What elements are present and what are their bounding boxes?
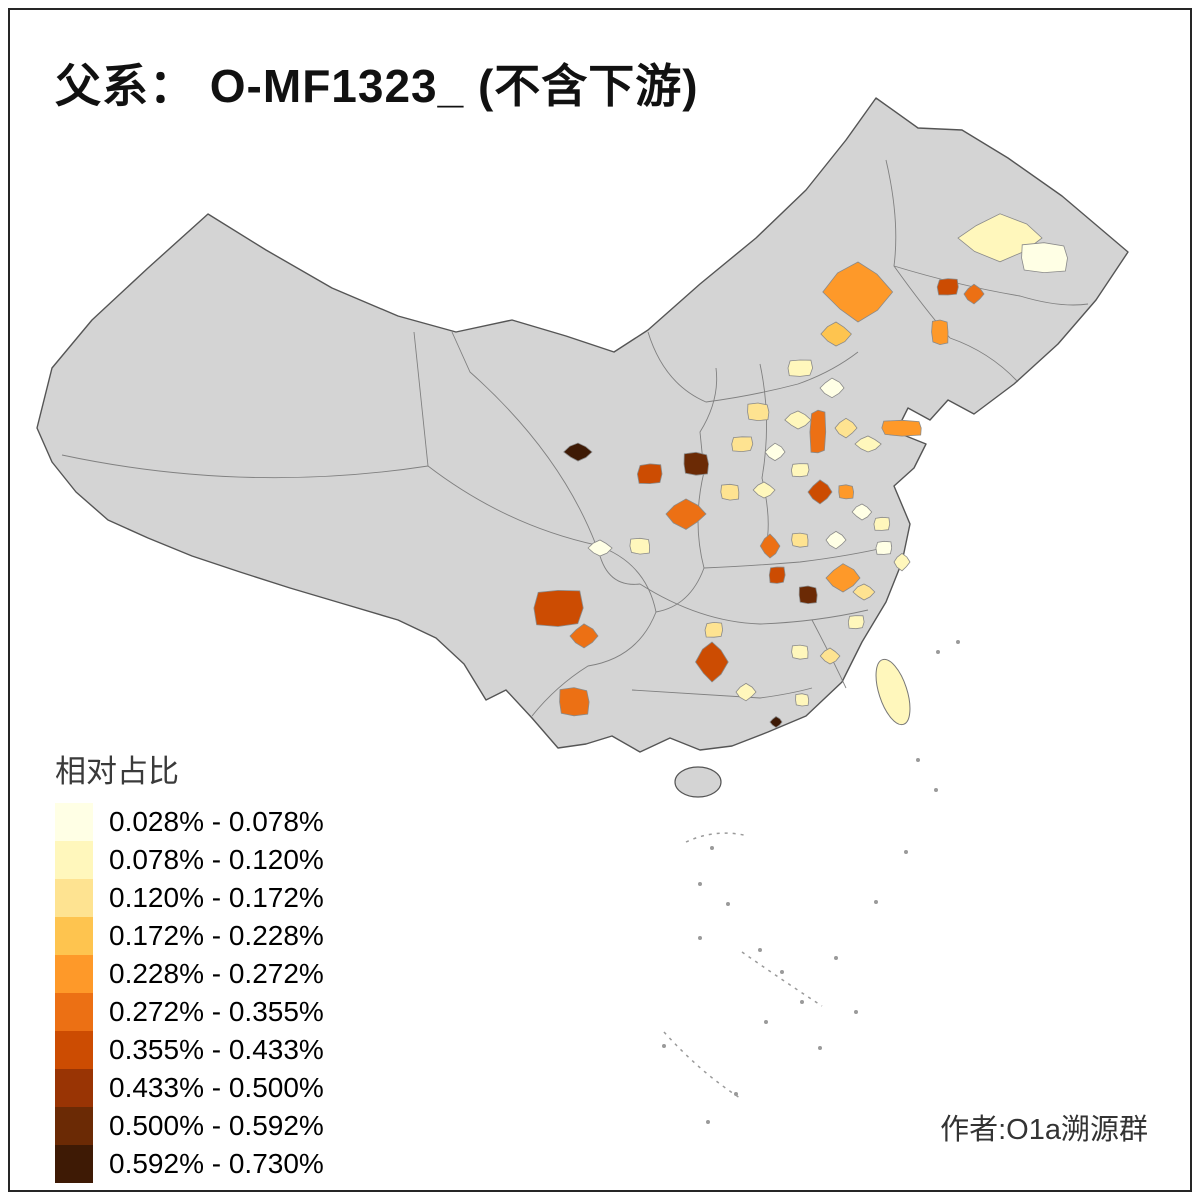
legend-label: 0.078% - 0.120% [109,844,324,875]
legend-row: 0.172% - 0.228% [55,917,324,955]
prefecture-region [957,213,1043,263]
legend-swatch [55,955,93,993]
legend-swatch [55,917,93,955]
prefecture-region [819,647,841,665]
prefecture-region [1021,242,1068,274]
prefecture-region [665,498,707,530]
legend-row: 0.028% - 0.078% [55,803,324,841]
prefecture-region [809,409,827,454]
prefecture-region [533,589,584,627]
author-credit: 作者:O1a溯源群 [940,1114,1148,1146]
legend-swatch [55,841,93,879]
prefecture-region [931,319,949,346]
hainan-island [674,766,722,798]
prefecture-region [563,442,593,462]
prefecture-region [881,419,922,437]
prefecture-region [759,533,781,559]
legend-row: 0.120% - 0.172% [55,879,324,917]
prefecture-region [791,644,809,660]
legend-swatch [55,879,93,917]
legend-label: 0.028% - 0.078% [109,806,324,837]
prefecture-region [559,687,590,717]
prefecture-region [819,377,845,399]
legend-label: 0.172% - 0.228% [109,920,324,951]
prefecture-region [769,716,783,728]
prefecture-region [820,321,852,347]
prefecture-region [787,359,814,377]
prefecture-region [768,566,786,584]
prefecture-region [764,442,786,462]
prefecture-region [695,641,729,683]
prefecture-region [731,436,754,453]
legend-swatch [55,1145,93,1183]
prefecture-region [790,463,810,478]
prefecture-region [795,693,810,707]
prefecture-region [629,537,651,555]
legend-row: 0.228% - 0.272% [55,955,324,993]
prefecture-region [838,484,855,500]
prefecture-region [704,621,724,638]
legend-label: 0.433% - 0.500% [109,1072,324,1103]
prefecture-region [798,585,818,605]
legend-label: 0.355% - 0.433% [109,1034,324,1065]
prefecture-region [569,623,599,649]
legend-row: 0.592% - 0.730% [55,1145,324,1183]
legend-swatch [55,1069,93,1107]
taiwan-island [875,658,911,726]
prefecture-region [735,682,757,702]
prefecture-region [587,539,613,557]
china-mainland [36,97,1129,753]
prefecture-region [852,583,876,601]
prefecture-region [825,563,861,593]
prefecture-region [752,481,776,499]
prefecture-region [784,410,812,430]
prefecture-region [636,463,663,485]
legend-row: 0.433% - 0.500% [55,1069,324,1107]
prefecture-region [825,530,847,550]
legend: 相对占比 0.028% - 0.078% 0.078% - 0.120% 0.120… [55,746,324,1183]
legend-swatch [55,803,93,841]
prefecture-region [851,503,873,521]
prefecture-patches [533,213,1068,728]
prefecture-region [936,278,959,296]
prefecture-region [847,615,865,630]
legend-label: 0.272% - 0.355% [109,996,324,1027]
legend-label: 0.592% - 0.730% [109,1148,324,1179]
south-sea-islets [662,640,960,1124]
legend-swatch [55,1107,93,1145]
prefecture-region [875,540,893,555]
prefecture-region [807,479,833,505]
legend-label: 0.228% - 0.272% [109,958,324,989]
legend-label: 0.500% - 0.592% [109,1110,324,1141]
legend-row: 0.272% - 0.355% [55,993,324,1031]
legend-row: 0.355% - 0.433% [55,1031,324,1069]
legend-title: 相对占比 [55,754,179,789]
legend-rows: 0.028% - 0.078% 0.078% - 0.120% 0.120% - 0… [55,803,324,1183]
prefecture-region [791,532,809,548]
prefecture-region [822,261,894,323]
prefecture-region [720,483,740,501]
prefecture-region [854,435,882,453]
figure-title: 父系： O-MF1323_ (不含下游) [55,60,699,112]
legend-swatch [55,1031,93,1069]
legend-label: 0.120% - 0.172% [109,882,324,913]
prefecture-region [747,402,770,422]
legend-row: 0.078% - 0.120% [55,841,324,879]
prefecture-region [963,283,985,305]
prefecture-region [873,516,891,531]
prefecture-region [834,417,858,439]
prefecture-region [683,451,710,476]
legend-row: 0.500% - 0.592% [55,1107,324,1145]
legend-swatch [55,993,93,1031]
prefecture-region [893,552,911,572]
